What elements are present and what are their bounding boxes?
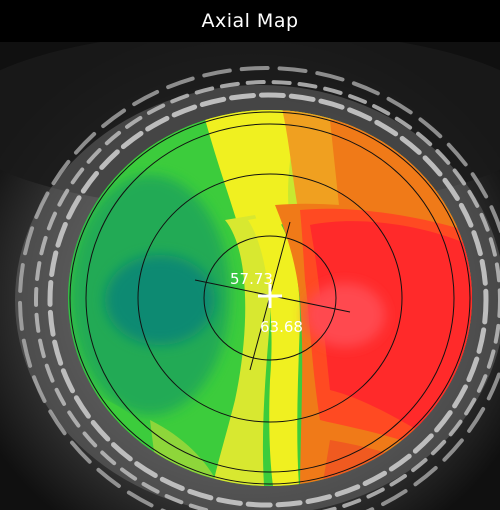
title-bar: Axial Map [0, 0, 500, 42]
zone-rings [69, 111, 471, 485]
flat-k-label: 63.68 [260, 318, 303, 336]
axial-map-svg: 57.73 63.68 [0, 42, 500, 510]
center-crosshair-icon [258, 284, 282, 308]
map-title: Axial Map [201, 10, 299, 32]
placido-rings [18, 66, 500, 510]
curvature-map [68, 110, 472, 486]
steep-k-label: 57.73 [230, 270, 273, 288]
axial-map-view[interactable]: 57.73 63.68 [0, 42, 500, 510]
